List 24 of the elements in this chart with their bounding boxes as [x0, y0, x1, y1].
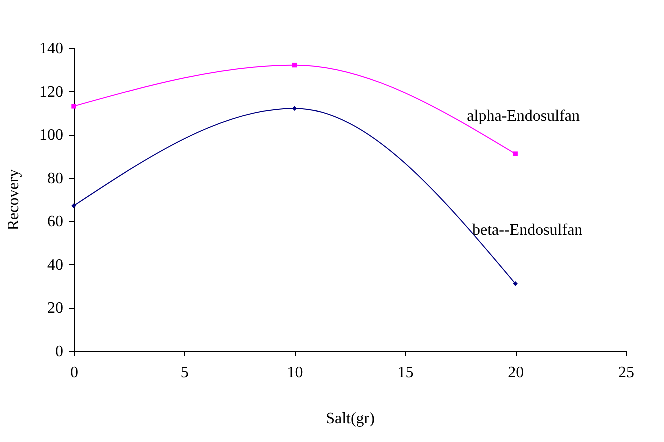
- x-axis-title: Salt(gr): [326, 410, 375, 428]
- x-tick-label: 25: [618, 364, 634, 382]
- y-tick-label: 120: [40, 84, 64, 101]
- point: [72, 104, 76, 109]
- x-tick-label: 5: [180, 364, 189, 382]
- series-label: alpha-Endosulfan: [467, 108, 580, 126]
- point: [292, 62, 298, 68]
- point: [513, 282, 518, 286]
- y-tick-label: 140: [40, 40, 64, 58]
- x-tick-label: 0: [70, 364, 78, 382]
- y-tick-label: 100: [40, 127, 64, 144]
- point: [513, 152, 518, 156]
- y-tick-label: 20: [48, 300, 64, 318]
- x-tick-label: 20: [508, 364, 524, 382]
- y-tick-label: 40: [48, 256, 64, 274]
- y-tick-label: 80: [48, 170, 64, 188]
- x-tick-label: 15: [398, 364, 414, 382]
- point: [72, 204, 76, 208]
- y-axis-title: Recovery: [6, 169, 22, 231]
- y-tick-label: 0: [56, 344, 64, 360]
- x-tick-label: 10: [287, 364, 304, 382]
- y-tick-label: 60: [48, 214, 64, 231]
- series-label: beta--Endosulfan: [472, 222, 583, 239]
- point: [292, 106, 298, 111]
